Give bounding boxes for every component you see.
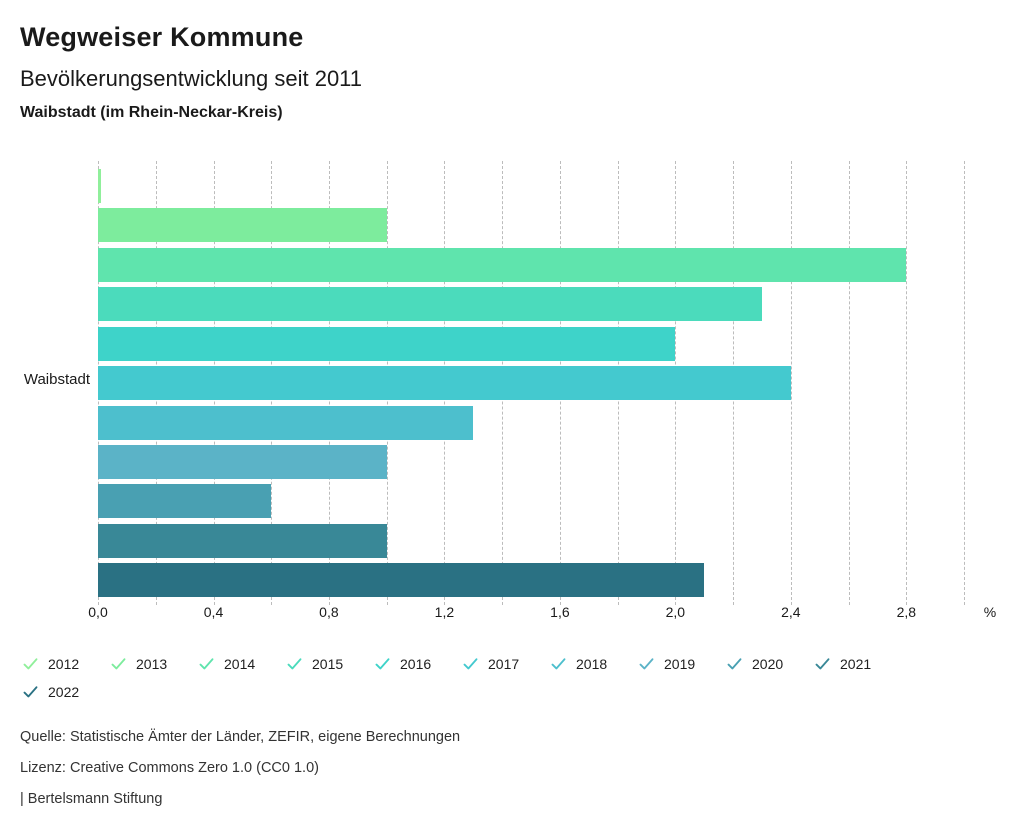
footer-license: Lizenz: Creative Commons Zero 1.0 (CC0 1… bbox=[20, 760, 319, 776]
legend-label: 2021 bbox=[840, 655, 872, 672]
gridline bbox=[906, 161, 908, 605]
check-icon bbox=[551, 658, 566, 670]
bar-2021[interactable] bbox=[98, 523, 387, 558]
gridline bbox=[790, 161, 792, 605]
page-title: Wegweiser Kommune bbox=[20, 22, 304, 52]
check-icon bbox=[111, 658, 126, 670]
footer-source: Quelle: Statistische Ämter der Länder, Z… bbox=[20, 729, 461, 745]
check-icon bbox=[23, 658, 38, 670]
legend-label: 2013 bbox=[136, 655, 168, 672]
check-icon bbox=[727, 658, 742, 670]
check-icon bbox=[287, 658, 302, 670]
x-tick-label: 0,8 bbox=[319, 604, 339, 620]
bar-2019[interactable] bbox=[98, 444, 387, 479]
bar-2013[interactable] bbox=[98, 208, 387, 243]
legend-item-2013[interactable]: 2013 bbox=[110, 655, 198, 672]
gridline bbox=[964, 161, 965, 605]
x-tick-label: 2,4 bbox=[781, 604, 801, 620]
x-tick-label: 0,0 bbox=[88, 604, 108, 620]
legend-label: 2016 bbox=[400, 655, 432, 672]
legend-item-2020[interactable]: 2020 bbox=[726, 655, 814, 672]
y-axis-label: Waibstadt bbox=[23, 371, 90, 388]
bar-2022[interactable] bbox=[98, 563, 705, 598]
check-icon bbox=[639, 658, 654, 670]
legend-label: 2020 bbox=[752, 655, 784, 672]
legend-item-2021[interactable]: 2021 bbox=[814, 655, 902, 672]
x-tick-label: 1,6 bbox=[550, 604, 570, 620]
legend-item-2012[interactable]: 2012 bbox=[22, 655, 110, 672]
check-icon bbox=[23, 686, 38, 698]
bar-2015[interactable] bbox=[98, 287, 762, 322]
x-tick-label: 2,0 bbox=[665, 604, 686, 620]
bar-2020[interactable] bbox=[98, 484, 272, 519]
legend-label: 2014 bbox=[224, 655, 256, 672]
chart-subtitle: Bevölkerungsentwicklung seit 2011 bbox=[20, 66, 363, 91]
plot-area bbox=[98, 161, 965, 605]
x-tick-label: 0,4 bbox=[203, 604, 224, 620]
legend-label: 2018 bbox=[576, 655, 608, 672]
legend-item-2022[interactable]: 2022 bbox=[22, 683, 110, 700]
legend-item-2016[interactable]: 2016 bbox=[374, 655, 462, 672]
check-icon bbox=[463, 658, 478, 670]
x-tick-label: 2,8 bbox=[896, 604, 917, 620]
x-tick-label: 1,2 bbox=[434, 604, 455, 620]
legend-item-2017[interactable]: 2017 bbox=[462, 655, 550, 672]
check-icon bbox=[375, 658, 390, 670]
legend-label: 2015 bbox=[312, 655, 344, 672]
bar-2017[interactable] bbox=[98, 366, 791, 400]
legend-item-2015[interactable]: 2015 bbox=[286, 655, 374, 672]
legend-item-2019[interactable]: 2019 bbox=[638, 655, 726, 672]
x-axis-unit-label: % bbox=[983, 604, 997, 620]
bar-2012[interactable] bbox=[98, 168, 101, 203]
check-icon bbox=[199, 658, 214, 670]
legend-label: 2017 bbox=[488, 655, 520, 672]
gridline bbox=[848, 161, 850, 605]
bar-2018[interactable] bbox=[98, 405, 474, 440]
chart-region: Waibstadt (im Rhein-Neckar-Kreis) bbox=[20, 104, 283, 121]
legend-item-2018[interactable]: 2018 bbox=[550, 655, 638, 672]
legend-label: 2022 bbox=[48, 683, 80, 700]
legend-item-2014[interactable]: 2014 bbox=[198, 655, 286, 672]
bar-2016[interactable] bbox=[98, 326, 676, 361]
footer-brand: | Bertelsmann Stiftung bbox=[20, 791, 163, 807]
bar-2014[interactable] bbox=[98, 247, 907, 282]
check-icon bbox=[815, 658, 830, 670]
legend-label: 2012 bbox=[48, 655, 80, 672]
legend-label: 2019 bbox=[664, 655, 696, 672]
legend: 2012 2013 2014 2015 2016 2017 2018 2019 2020 2021… bbox=[22, 655, 942, 700]
